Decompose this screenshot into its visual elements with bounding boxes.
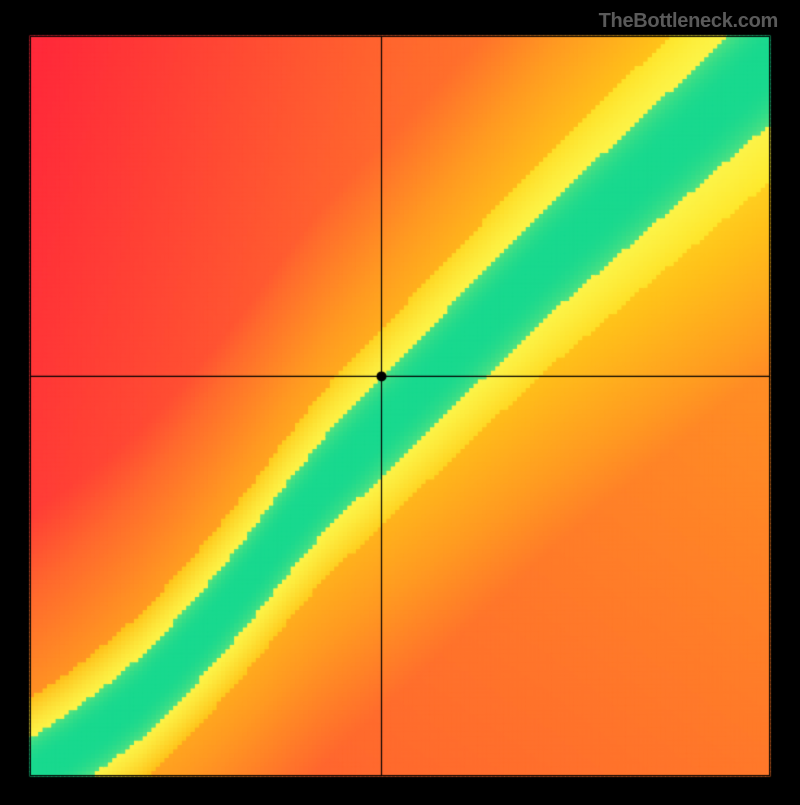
watermark-text: TheBottleneck.com: [599, 10, 778, 33]
chart-container: [0, 0, 800, 805]
heatmap-canvas: [0, 0, 800, 800]
